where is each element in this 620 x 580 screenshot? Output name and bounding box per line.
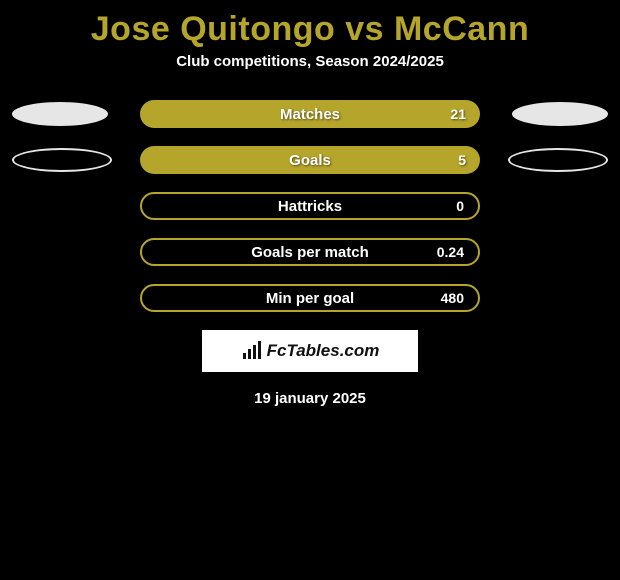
stat-label: Min per goal (142, 290, 478, 307)
ellipse-left-outline (12, 148, 112, 172)
stat-label: Goals per match (142, 244, 478, 261)
page-subtitle: Club competitions, Season 2024/2025 (0, 53, 620, 70)
stats-area: Matches 21 Goals 5 Hattricks 0 Goals per… (0, 100, 620, 312)
ellipse-left-solid (12, 102, 108, 126)
stat-bar: Matches 21 (140, 100, 480, 128)
ellipse-right-solid (512, 102, 608, 126)
stat-row-goals: Goals 5 (0, 146, 620, 174)
bars-icon (241, 341, 263, 361)
stat-label: Hattricks (142, 198, 478, 215)
logo-box: FcTables.com (202, 330, 418, 372)
stat-value: 5 (458, 152, 466, 168)
stat-value: 21 (450, 106, 466, 122)
infographic-container: Jose Quitongo vs McCann Club competition… (0, 0, 620, 407)
stat-label: Matches (140, 106, 480, 123)
logo-content: FcTables.com (241, 341, 380, 361)
stat-row-min-per-goal: Min per goal 480 (0, 284, 620, 312)
stat-row-hattricks: Hattricks 0 (0, 192, 620, 220)
stat-value: 0.24 (437, 244, 464, 260)
stat-row-goals-per-match: Goals per match 0.24 (0, 238, 620, 266)
logo-text: FcTables.com (267, 341, 380, 361)
stat-value: 480 (441, 290, 464, 306)
ellipse-right-outline (508, 148, 608, 172)
stat-bar: Hattricks 0 (140, 192, 480, 220)
page-title: Jose Quitongo vs McCann (0, 0, 620, 53)
footer-date: 19 january 2025 (0, 390, 620, 407)
stat-bar: Min per goal 480 (140, 284, 480, 312)
stat-row-matches: Matches 21 (0, 100, 620, 128)
stat-label: Goals (140, 152, 480, 169)
stat-bar: Goals 5 (140, 146, 480, 174)
stat-bar: Goals per match 0.24 (140, 238, 480, 266)
stat-value: 0 (456, 198, 464, 214)
